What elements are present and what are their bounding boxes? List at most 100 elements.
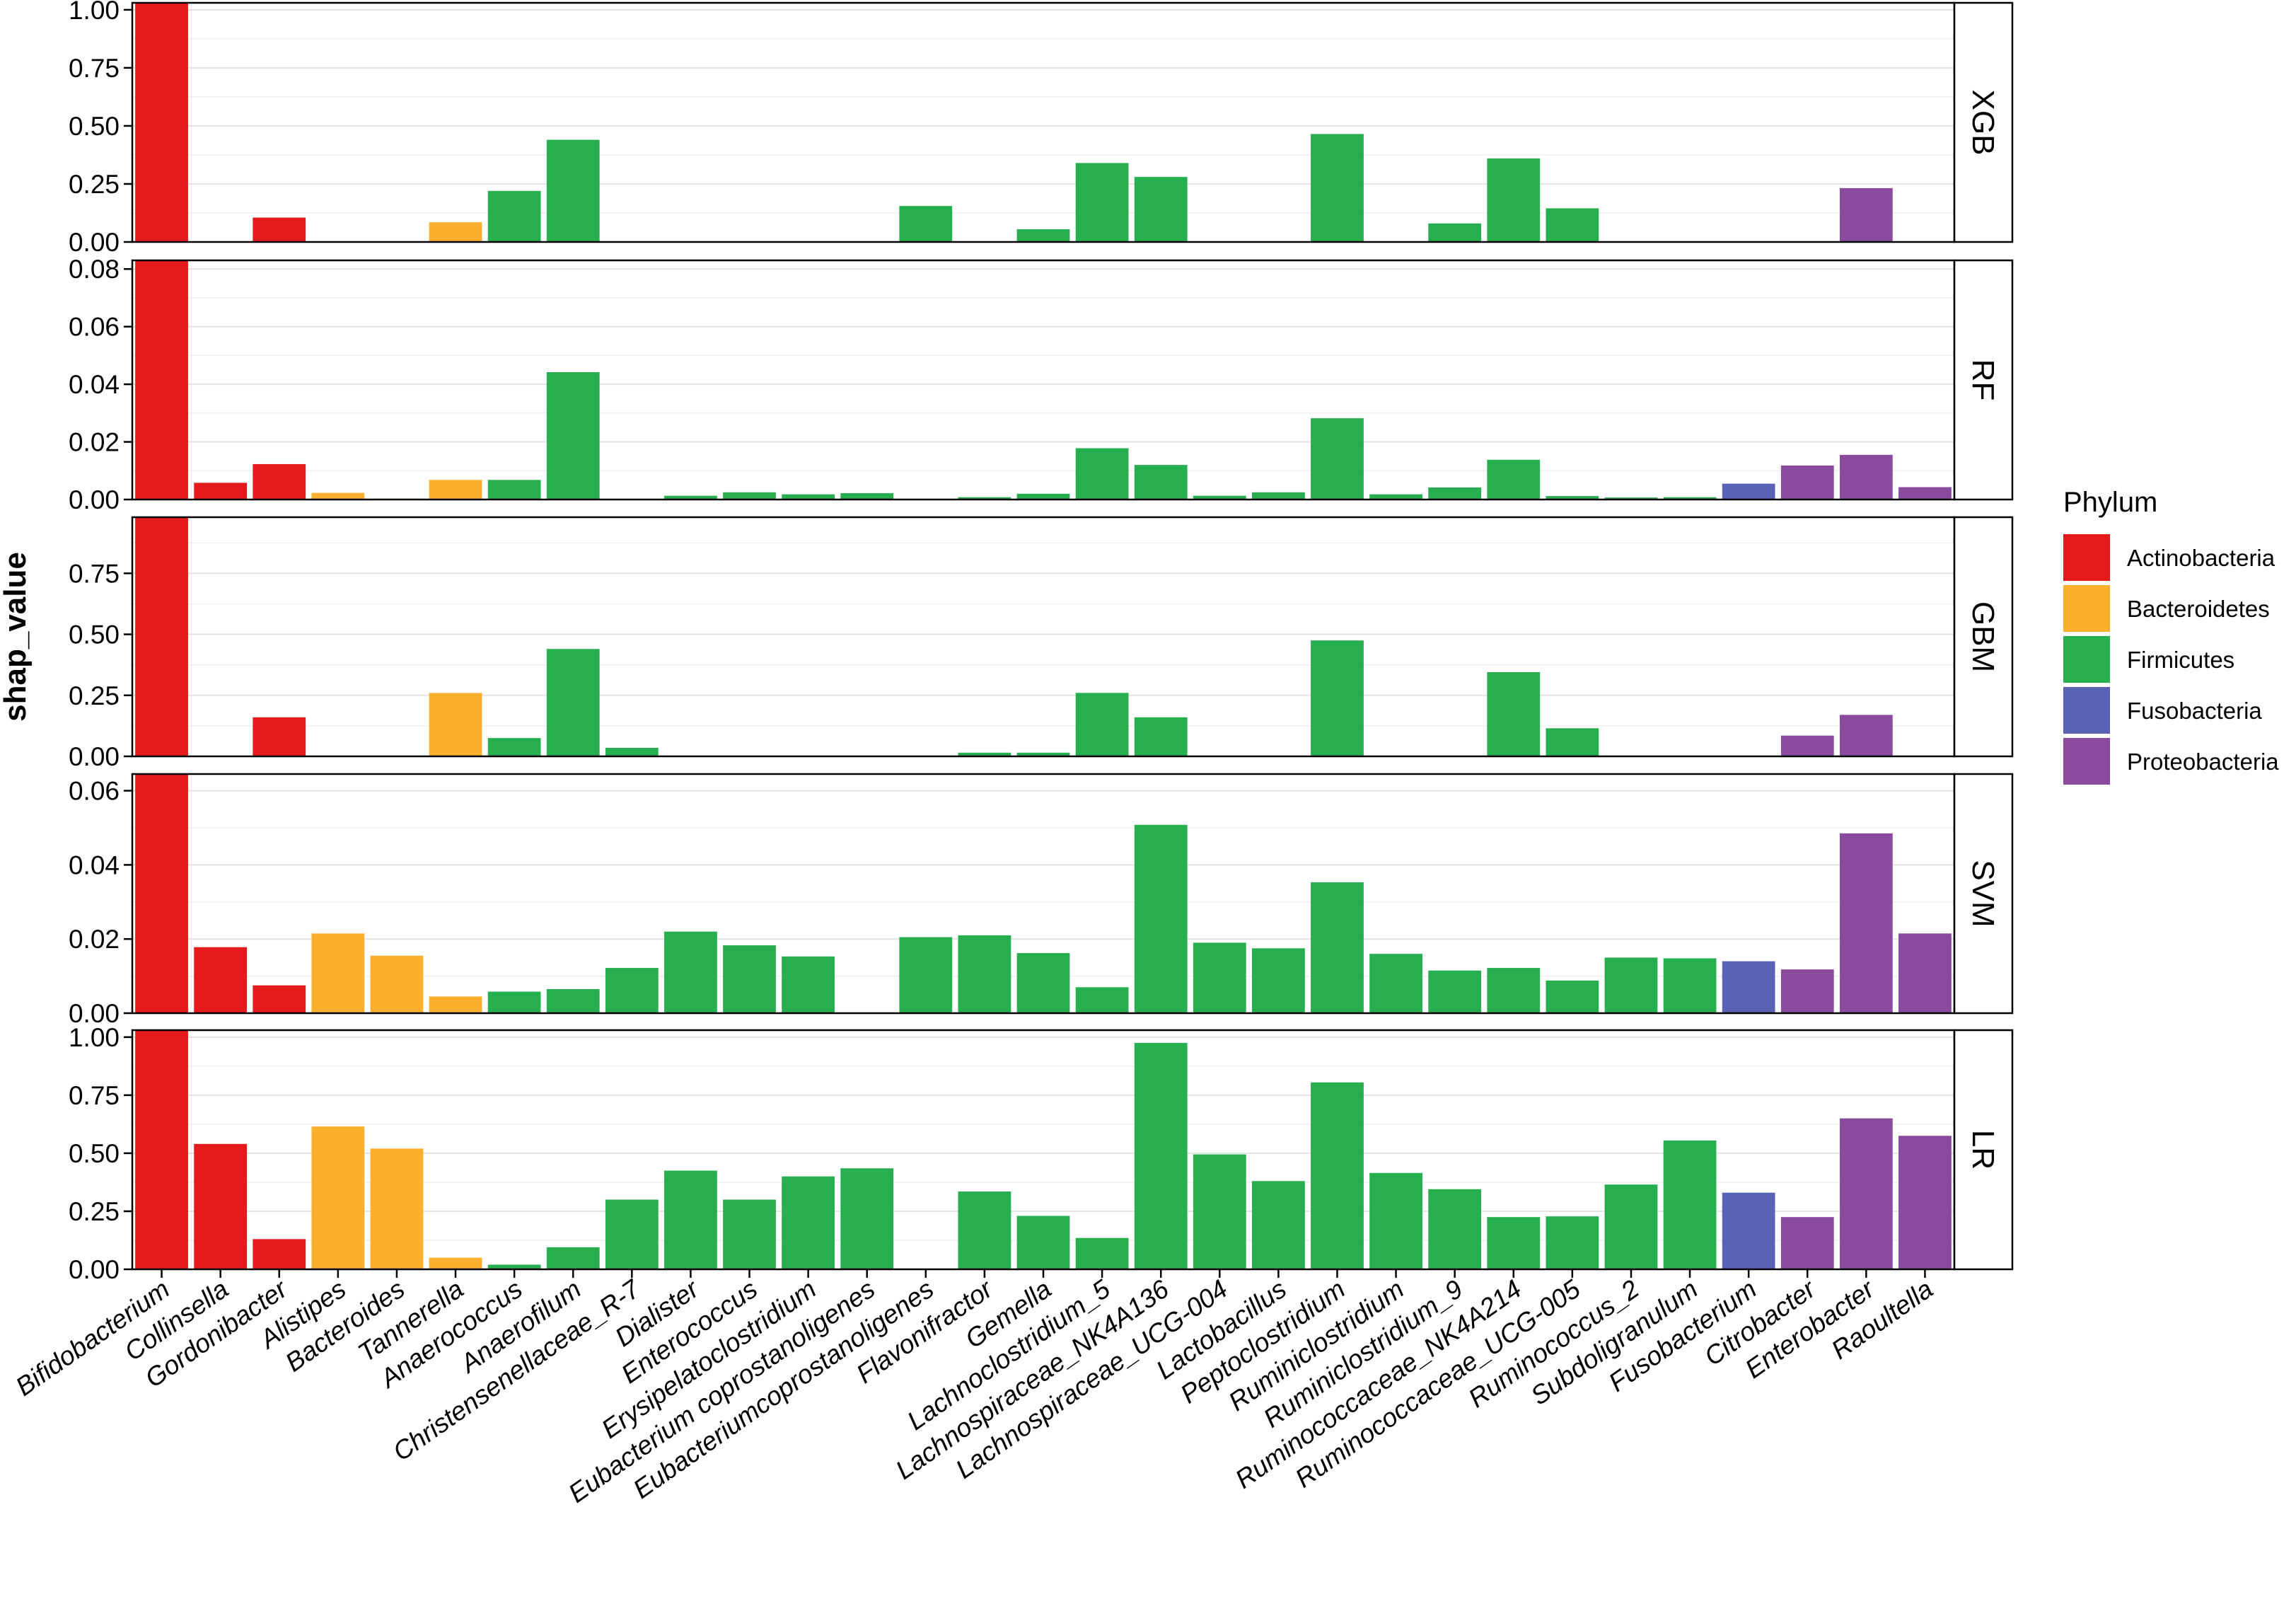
y-tick-label: 0.50	[69, 112, 120, 141]
strip	[1953, 259, 2014, 501]
bar-gbm-peptoclostridium	[1311, 640, 1364, 756]
y-tick-label: 0.06	[69, 777, 120, 806]
bar-lr-christensenellaceae-r-7	[605, 1199, 659, 1269]
legend-item-actinobacteria: Actinobacteria	[2063, 534, 2275, 581]
y-tick-label: 0.02	[69, 428, 120, 457]
bar-gbm-gemella	[1016, 752, 1070, 756]
bar-xgb-anaerococcus	[487, 190, 541, 242]
legend-label: Firmicutes	[2127, 647, 2234, 673]
bar-gbm-tannerella	[429, 693, 482, 756]
bar-gbm-enterobacter	[1839, 715, 1893, 756]
bar-lr-lachnospiraceae-nk4a136	[1134, 1043, 1188, 1269]
bar-rf-lactobacillus	[1251, 492, 1305, 500]
y-tick-label: 0.02	[69, 925, 120, 954]
bar-gbm-lachnospiraceae-nk4a136	[1134, 717, 1188, 756]
bar-xgb-lachnoclostridium-5	[1075, 163, 1129, 242]
y-tick-label: 0.25	[69, 1197, 120, 1226]
bar-lr-collinsella	[194, 1143, 248, 1269]
bar-lr-lachnoclostridium-5	[1075, 1237, 1129, 1269]
bar-lr-citrobacter	[1780, 1217, 1834, 1269]
bar-svm-erysipelatoclostridium	[782, 956, 835, 1013]
bar-lr-ruminococcaceae-nk4a214	[1487, 1217, 1541, 1269]
bar-lr-eubacterium-coprostanoligenes	[840, 1168, 894, 1269]
bars	[135, 517, 1893, 756]
bar-svm-subdoligranulum	[1663, 958, 1717, 1013]
bar-rf-ruminiclostridium-9	[1428, 487, 1482, 500]
bar-rf-raoultella	[1898, 487, 1952, 500]
bar-svm-ruminococcaceae-nk4a214	[1487, 968, 1541, 1013]
bar-xgb-ruminiclostridium-9	[1428, 223, 1482, 242]
y-tick-label: 0.00	[69, 1255, 120, 1284]
legend-swatch	[2063, 534, 2110, 581]
y-tick-label: 0.04	[69, 370, 120, 399]
bar-rf-tannerella	[429, 480, 482, 500]
legend-item-bacteroidetes: Bacteroidetes	[2063, 585, 2270, 632]
legend: Phylum Actinobacteria Bacteroidetes Firmic…	[2063, 487, 2279, 785]
legend-swatch	[2063, 687, 2110, 734]
strip-label: RF	[1966, 359, 2000, 401]
bar-rf-dialister	[664, 495, 717, 500]
bar-gbm-ruminococcaceae-nk4a214	[1487, 672, 1541, 756]
bar-rf-lachnospiraceae-ucg-004	[1193, 495, 1246, 500]
bar-gbm-bifidobacterium	[135, 517, 188, 756]
bar-xgb-anaerofilum	[546, 139, 600, 242]
bar-lr-fusobacterium	[1722, 1192, 1775, 1269]
bar-gbm-gordonibacter	[253, 717, 306, 756]
y-tick-label: 0.00	[69, 742, 120, 771]
bar-svm-lachnoclostridium-5	[1075, 987, 1129, 1013]
y-tick-label: 0.75	[69, 559, 120, 588]
bar-lr-subdoligranulum	[1663, 1140, 1717, 1269]
y-tick-label: 0.04	[69, 850, 120, 879]
bar-svm-christensenellaceae-r-7	[605, 968, 659, 1013]
bar-xgb-peptoclostridium	[1311, 134, 1364, 242]
bar-lr-bifidobacterium	[135, 1030, 188, 1269]
bar-rf-citrobacter	[1780, 465, 1834, 500]
bar-rf-peptoclostridium	[1311, 418, 1364, 500]
bar-svm-ruminiclostridium	[1369, 954, 1422, 1013]
bar-lr-tannerella	[429, 1257, 482, 1269]
bar-lr-dialister	[664, 1170, 717, 1269]
y-tick-label: 0.75	[69, 54, 120, 83]
strip-label: SVM	[1966, 860, 2000, 927]
bar-rf-erysipelatoclostridium	[782, 494, 835, 500]
grid	[132, 542, 1954, 757]
bars	[135, 1030, 1952, 1269]
bar-lr-alistipes	[311, 1126, 365, 1269]
bar-lr-ruminococcaceae-ucg-005	[1546, 1216, 1599, 1269]
bar-gbm-christensenellaceae-r-7	[605, 747, 659, 756]
bar-rf-alistipes	[311, 492, 365, 500]
bar-svm-fusobacterium	[1722, 961, 1775, 1013]
bar-svm-dialister	[664, 931, 717, 1013]
bar-rf-flavonifractor	[958, 497, 1011, 500]
bar-rf-fusobacterium	[1722, 483, 1775, 500]
bar-svm-lactobacillus	[1251, 948, 1305, 1013]
grid	[132, 8, 1954, 243]
bar-rf-lachnospiraceae-nk4a136	[1134, 465, 1188, 500]
y-tick-label: 0.25	[69, 681, 120, 710]
bar-rf-ruminococcaceae-ucg-005	[1546, 496, 1599, 500]
legend-label: Fusobacteria	[2127, 698, 2262, 724]
bar-svm-bacteroides	[370, 955, 424, 1013]
strip	[1953, 1029, 2014, 1271]
bars	[135, 774, 1952, 1013]
bar-lr-bacteroides	[370, 1148, 424, 1269]
bar-rf-collinsella	[194, 483, 248, 500]
bar-lr-enterococcus	[723, 1199, 776, 1269]
bar-svm-peptoclostridium	[1311, 882, 1364, 1013]
bar-svm-bifidobacterium	[135, 774, 188, 1013]
panel-rf: 0.00 0.02 0.04 0.06 0.08 RF	[69, 255, 2014, 514]
bar-lr-flavonifractor	[958, 1191, 1011, 1269]
bar-gbm-flavonifractor	[958, 752, 1011, 756]
bar-rf-lachnoclostridium-5	[1075, 448, 1129, 500]
panel-svm: 0.00 0.02 0.04 0.06 SVM	[69, 773, 2014, 1028]
y-tick-label: 0.50	[69, 620, 120, 650]
y-tick-label: 0.06	[69, 313, 120, 342]
legend-swatch	[2063, 585, 2110, 632]
bar-rf-enterococcus	[723, 492, 776, 500]
bar-lr-erysipelatoclostridium	[782, 1176, 835, 1269]
bar-rf-ruminococcaceae-nk4a214	[1487, 459, 1541, 500]
bar-rf-enterobacter	[1839, 454, 1893, 500]
legend-item-fusobacteria: Fusobacteria	[2063, 687, 2262, 734]
bar-rf-bifidobacterium	[135, 260, 188, 500]
